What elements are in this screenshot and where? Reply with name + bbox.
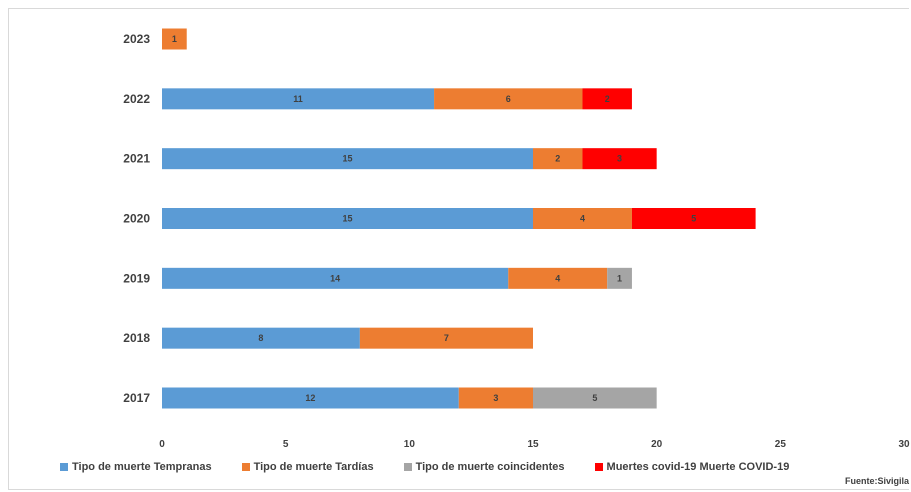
data-label: 11 <box>293 94 303 104</box>
x-tick-label: 30 <box>898 439 910 450</box>
data-label: 3 <box>493 393 498 403</box>
x-tick-label: 20 <box>651 439 663 450</box>
bar-segment <box>162 88 435 110</box>
x-tick-label: 5 <box>283 439 289 450</box>
bar-segment <box>607 267 632 289</box>
data-label: 4 <box>580 214 585 224</box>
legend-label: Tipo de muerte coincidentes <box>415 461 565 473</box>
y-tick-label: 2017 <box>123 391 150 405</box>
data-label: 12 <box>305 393 315 403</box>
x-tick-label: 15 <box>527 439 539 450</box>
bar-segment <box>458 387 533 409</box>
data-label: 3 <box>617 154 622 164</box>
data-label: 2 <box>555 154 560 164</box>
bar-segment <box>582 88 632 110</box>
y-tick-label: 2021 <box>123 152 150 166</box>
data-label: 2 <box>605 94 610 104</box>
data-label: 5 <box>592 393 597 403</box>
source-note: Fuente:Sivigila <box>844 476 909 486</box>
data-label: 6 <box>506 94 511 104</box>
legend-swatch <box>594 463 603 471</box>
x-tick-label: 0 <box>159 439 165 450</box>
legend-swatch <box>403 463 412 471</box>
legend-label: Tipo de muerte Tardías <box>253 461 374 473</box>
legend-item: Muertes covid-19 Muerte COVID-19 <box>594 461 790 473</box>
legend-swatch <box>60 463 68 471</box>
y-tick-label: 2018 <box>123 331 150 345</box>
data-label: 1 <box>617 273 622 283</box>
x-tick-label: 10 <box>404 439 416 450</box>
bar-segment <box>434 88 583 110</box>
bar-segment <box>533 148 583 170</box>
bar-segment <box>162 327 360 349</box>
bar-segment <box>162 387 459 409</box>
legend-label: Tipo de muerte Tempranas <box>72 461 212 473</box>
bar-segment <box>533 387 657 409</box>
bar-segment <box>162 148 533 170</box>
legend-swatch <box>241 463 250 471</box>
data-label: 4 <box>555 273 560 283</box>
bar-segment <box>162 28 187 50</box>
legend-item: Tipo de muerte Tempranas <box>60 461 212 473</box>
bar-segment <box>508 267 608 289</box>
data-label: 1 <box>172 34 177 44</box>
data-label: 15 <box>342 214 352 224</box>
y-tick-label: 2023 <box>123 32 150 46</box>
legend-item: Tipo de muerte coincidentes <box>403 461 565 473</box>
bar-segment <box>162 208 533 229</box>
legend: Tipo de muerte Tempranas Tipo de muerte T… <box>60 461 819 473</box>
legend-item: Tipo de muerte Tardías <box>241 461 374 473</box>
chart-frame <box>8 8 909 490</box>
data-label: 7 <box>444 333 449 343</box>
data-label: 15 <box>342 154 352 164</box>
y-tick-label: 2022 <box>123 92 150 106</box>
x-tick-label: 25 <box>775 439 787 450</box>
data-label: 8 <box>258 333 263 343</box>
bar-segment <box>359 327 533 349</box>
bar-segment <box>582 148 657 170</box>
y-tick-label: 2020 <box>123 212 150 226</box>
bar-segment <box>162 267 509 289</box>
legend-label: Muertes covid-19 Muerte COVID-19 <box>606 461 790 473</box>
bar-segment <box>631 208 756 229</box>
data-label: 14 <box>330 273 340 283</box>
data-label: 5 <box>691 214 696 224</box>
bar-segment <box>533 208 632 229</box>
y-tick-label: 2019 <box>123 271 150 285</box>
